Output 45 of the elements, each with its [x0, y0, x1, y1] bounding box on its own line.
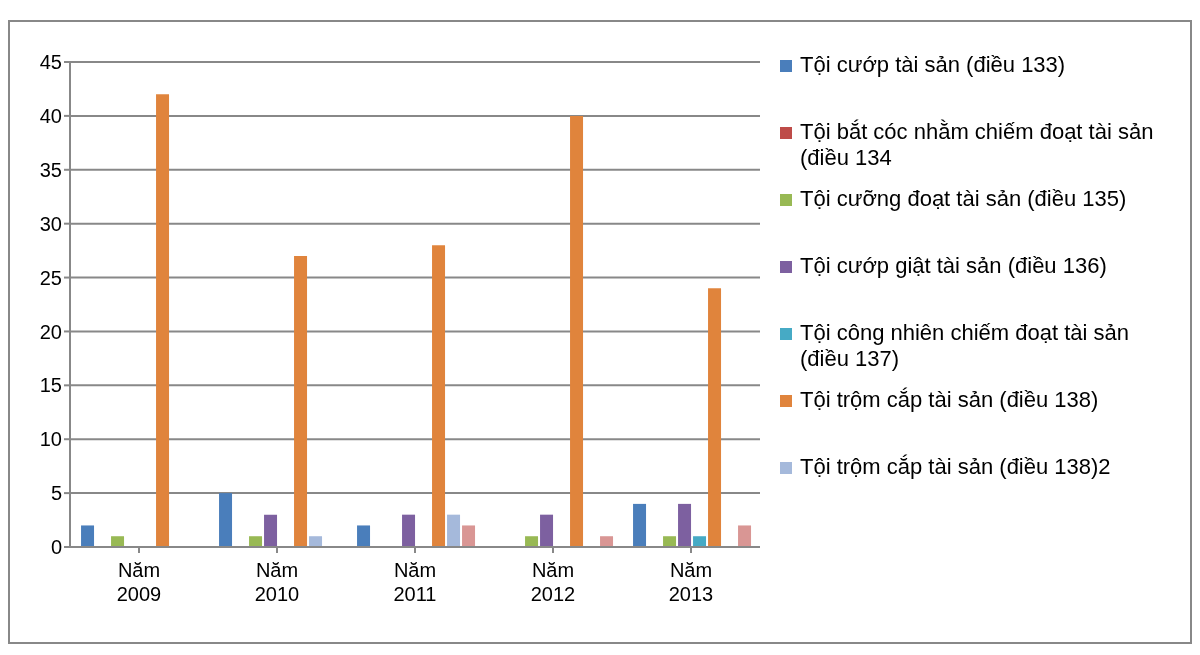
x-tick-label: Năm 2011: [393, 559, 437, 605]
x-tick-label: Năm 2010: [254, 559, 300, 605]
bar: [249, 536, 263, 547]
legend-label: Tội trộm cắp tài sản (điều 138): [800, 387, 1099, 413]
bar: [633, 503, 647, 547]
bar: [111, 536, 125, 547]
bar: [678, 503, 692, 547]
bar: [708, 288, 722, 547]
x-tick-label: Năm 2013: [668, 559, 714, 605]
y-tick-label: 40: [39, 104, 62, 127]
y-tick-label: 15: [39, 374, 62, 397]
y-tick-label: 20: [39, 320, 62, 343]
bar: [462, 525, 476, 547]
legend-label: Tội công nhiên chiếm đoạt tài sản (điều 137): [800, 320, 1130, 372]
bar: [540, 514, 554, 547]
legend-label: Tội bắt cóc nhằm chiếm đoạt tài sản (điều 134: [800, 119, 1155, 171]
bar: [738, 525, 752, 547]
bar: [693, 536, 707, 547]
legend-label: Tội cướp tài sản (điều 133): [800, 52, 1066, 78]
bar: [156, 94, 170, 547]
bar: [447, 514, 461, 547]
y-tick-label: 30: [39, 212, 62, 235]
bar: [663, 536, 677, 547]
legend-label: Tội cướp giật tài sản (điều 136): [800, 253, 1107, 279]
bar: [402, 514, 416, 547]
bar: [219, 493, 233, 547]
bar: [357, 525, 371, 547]
x-tick-label: Năm 2009: [116, 559, 162, 605]
bar: [309, 536, 323, 547]
bar: [525, 536, 539, 547]
x-tick-label: Năm 2012: [530, 559, 576, 605]
y-tick-label: 45: [39, 51, 62, 74]
bar: [294, 256, 308, 547]
y-tick-label: 25: [39, 266, 62, 289]
bar: [264, 514, 278, 547]
legend-label: Tội cưỡng đoạt tài sản (điều 135): [800, 186, 1127, 212]
bar: [432, 245, 446, 547]
legend-label: Tội trộm cắp tài sản (điều 138)2: [800, 454, 1111, 480]
bar: [600, 536, 614, 547]
y-tick-label: 35: [39, 158, 62, 181]
y-tick-label: 0: [50, 536, 62, 559]
y-tick-label: 10: [39, 428, 62, 451]
y-tick-label: 5: [50, 482, 62, 505]
bar: [81, 525, 95, 547]
bar: [570, 115, 584, 547]
